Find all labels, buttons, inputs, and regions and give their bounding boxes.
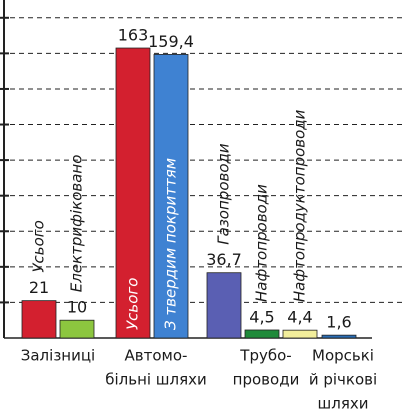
- category-label: більні шляхи: [105, 371, 207, 389]
- bar-name: З твердим покриттям: [162, 158, 180, 330]
- bar-name: Газопроводи: [215, 143, 233, 245]
- bar-name: Нафтопроводи: [253, 184, 271, 302]
- bar: [206, 272, 242, 339]
- value-label: 4,4: [287, 308, 312, 327]
- bar: [21, 300, 57, 339]
- bar: [153, 54, 189, 339]
- bar: [244, 329, 280, 339]
- bar-name: Усього: [124, 278, 142, 330]
- bar-name: Нафтопродуктопроводи: [291, 109, 309, 302]
- bar-name: Електрифіковано: [68, 155, 86, 293]
- category-label: Залізниці: [21, 347, 95, 365]
- value-label: 163: [118, 26, 149, 45]
- bar: [321, 334, 357, 339]
- category-label: Морські: [312, 347, 374, 365]
- category-label: й річкові: [309, 371, 377, 389]
- value-label: 159,4: [148, 32, 194, 51]
- bar: [115, 47, 151, 339]
- value-label: 1,6: [326, 313, 351, 332]
- category-label: проводи: [233, 371, 300, 389]
- bar-name: Усього: [30, 220, 48, 272]
- value-label: 10: [67, 298, 87, 317]
- value-label: 36,7: [206, 250, 242, 269]
- category-label: шляхи: [318, 395, 369, 413]
- bar: [59, 319, 95, 339]
- category-label: Автомо-: [125, 347, 188, 365]
- bar: [282, 329, 318, 339]
- value-label: 21: [29, 278, 49, 297]
- value-label: 4,5: [249, 307, 274, 326]
- category-label: Трубо-: [239, 347, 291, 365]
